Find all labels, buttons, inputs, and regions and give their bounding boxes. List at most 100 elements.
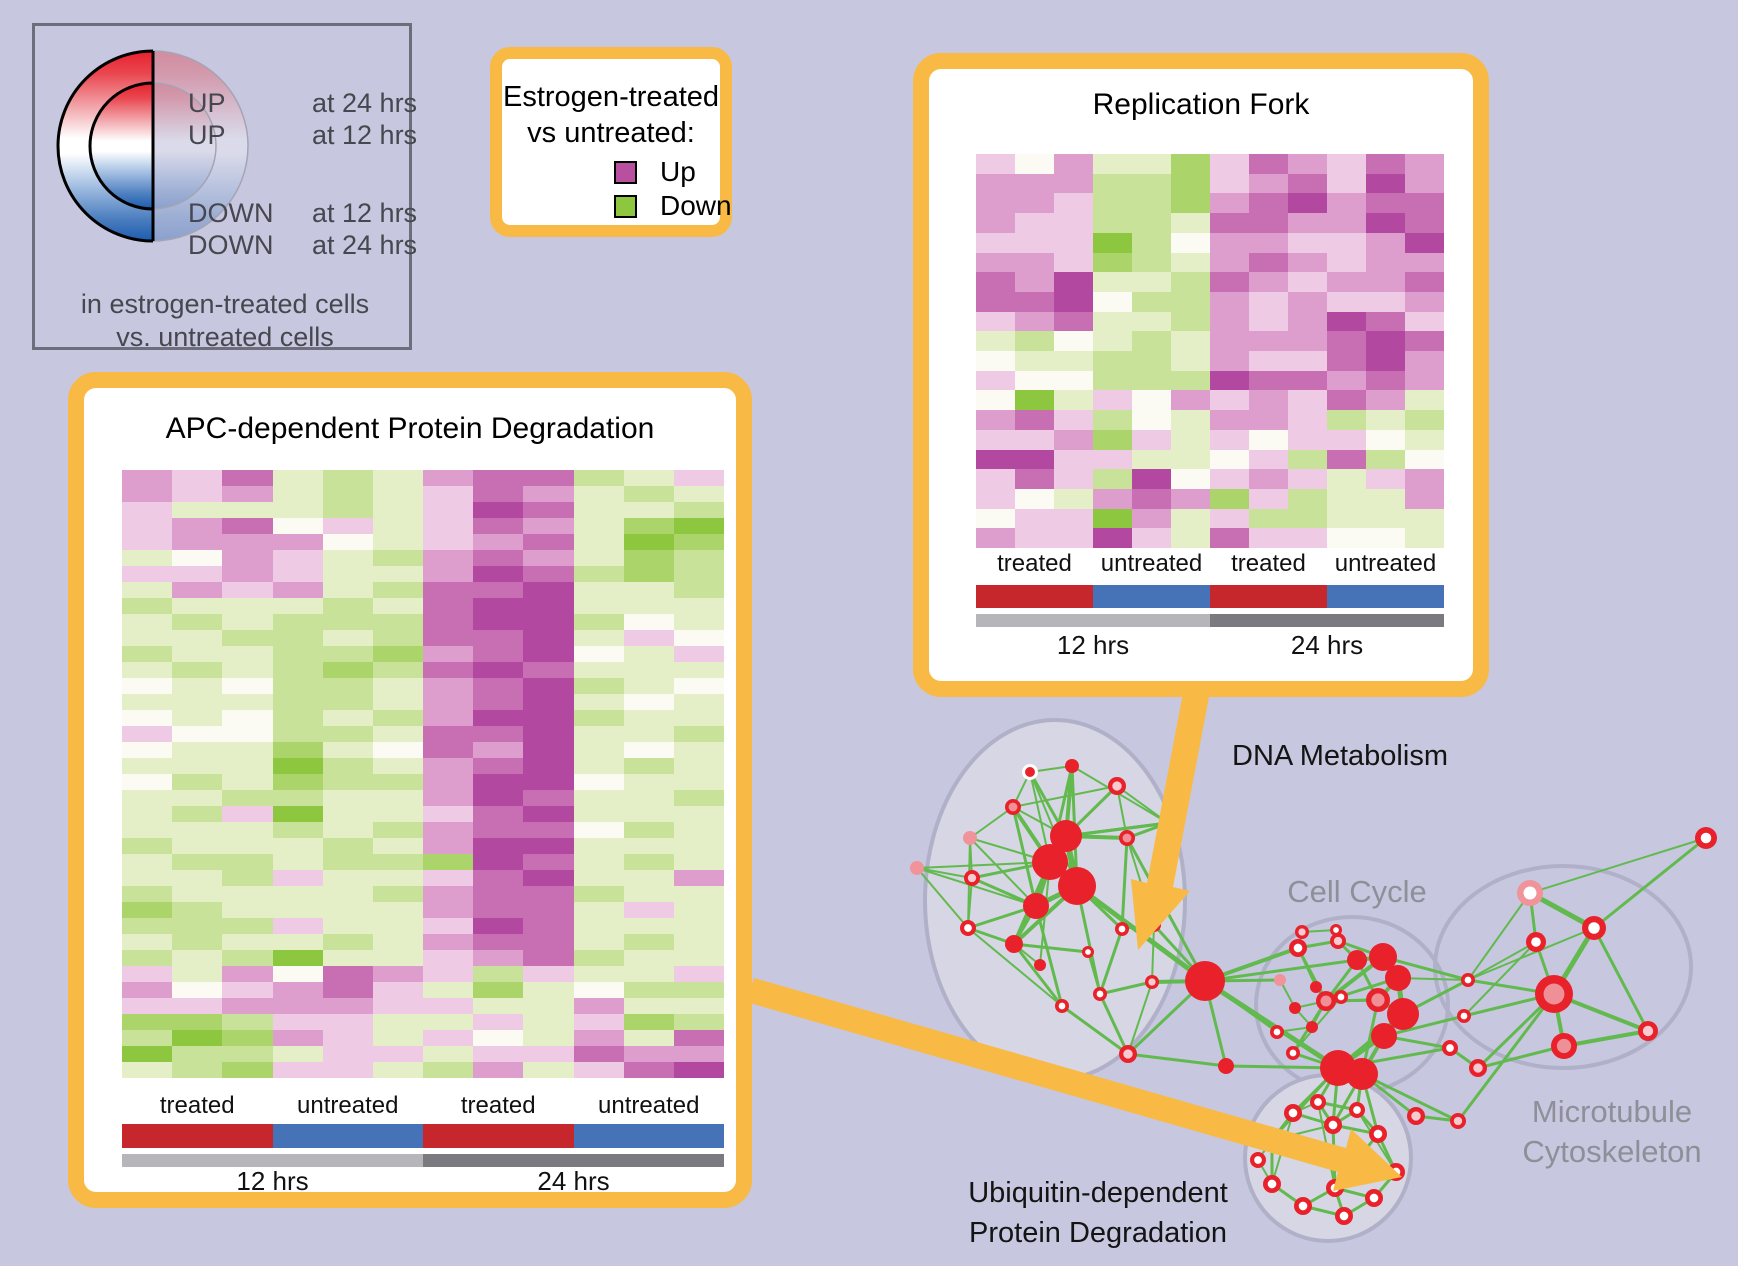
heatmap-cell xyxy=(1366,508,1405,529)
heatmap-cell xyxy=(1210,252,1249,273)
heatmap-cell xyxy=(272,1014,323,1030)
heatmap-cell xyxy=(1054,449,1093,470)
time-label-24hrs-apc: 24 hrs xyxy=(537,1166,610,1196)
heatmap-cell xyxy=(1093,213,1132,233)
heatmap-cell xyxy=(222,902,273,918)
heatmap-cell xyxy=(1327,154,1366,174)
heatmap-cell xyxy=(1093,291,1132,312)
heatmap-cell xyxy=(1288,390,1327,411)
network-node xyxy=(1286,1046,1300,1060)
heatmap-cell xyxy=(1405,173,1444,194)
network-edge xyxy=(1034,905,1064,1007)
network-edge xyxy=(1292,1101,1319,1114)
network-edge xyxy=(1257,1139,1273,1161)
heatmap-cell xyxy=(122,710,173,726)
heatmap-cell xyxy=(1249,154,1288,174)
network-edge xyxy=(1204,958,1358,983)
network-edge xyxy=(1012,943,1064,1007)
heatmap-cell xyxy=(1015,272,1054,292)
bottom-margin xyxy=(0,1266,1750,1279)
heatmap-cell xyxy=(473,582,524,598)
heatmap-cell xyxy=(473,838,524,854)
network-edge xyxy=(1336,1012,1405,1070)
heatmap-cell xyxy=(222,854,273,870)
heatmap-cell xyxy=(322,678,373,694)
heatmap-cell xyxy=(423,582,474,598)
heatmap-cell xyxy=(473,726,524,742)
heatmap-cell xyxy=(673,470,724,486)
network-node-core xyxy=(1320,995,1332,1007)
network-edge xyxy=(1151,924,1155,983)
heatmap-cell xyxy=(1210,410,1249,430)
heatmap-cell xyxy=(1054,252,1093,273)
heatmap-cell xyxy=(222,822,273,838)
network-node-core xyxy=(1411,1111,1421,1121)
network-node xyxy=(1450,1113,1466,1129)
network-node-core xyxy=(1556,1038,1572,1054)
heatmap-cell xyxy=(1132,232,1171,253)
heatmap-cell xyxy=(1210,429,1249,450)
heatmap-cell xyxy=(473,470,524,486)
heatmap-cell xyxy=(623,518,674,534)
network-edge xyxy=(916,867,1037,907)
heatmap-cell xyxy=(122,470,173,486)
heatmap-cell xyxy=(623,1062,674,1078)
heatmap-cell xyxy=(423,982,474,998)
network-node xyxy=(1082,946,1094,958)
heatmap-cell xyxy=(1210,508,1249,529)
heatmap-cell xyxy=(172,598,223,614)
network-edge xyxy=(1467,892,1531,981)
heatmap-cell xyxy=(1249,370,1288,391)
heatmap-cell xyxy=(623,486,674,502)
network-node xyxy=(1326,1179,1344,1197)
heatmap-cell xyxy=(1288,410,1327,430)
network-edge xyxy=(1324,955,1385,1003)
heatmap-cell xyxy=(1249,291,1288,312)
heatmap-cell xyxy=(1327,469,1366,489)
heatmap-cell xyxy=(222,486,273,502)
heatmap-cell xyxy=(423,534,474,550)
heatmap-cell xyxy=(1171,429,1210,450)
heatmap-cell xyxy=(473,742,524,758)
heatmap-cell xyxy=(573,486,624,502)
heatmap-cell xyxy=(523,710,574,726)
heatmap-cell xyxy=(423,742,474,758)
heatmap-cell xyxy=(1288,213,1327,233)
heatmap-cell xyxy=(1327,351,1366,371)
heatmap-cell xyxy=(473,1030,524,1046)
heatmap-cell xyxy=(423,758,474,774)
network-edge xyxy=(1397,977,1469,981)
heatmap-cell xyxy=(272,774,323,790)
heatmap-cell xyxy=(272,518,323,534)
heatmap-cell xyxy=(222,710,273,726)
network-edge xyxy=(1382,1012,1405,1038)
network-edge xyxy=(1355,1109,1380,1135)
heatmap-cell xyxy=(573,950,624,966)
cluster-ellipse-dna-metabolism xyxy=(923,718,1187,1082)
heatmap-cell xyxy=(473,662,524,678)
heatmap-cell xyxy=(172,662,223,678)
network-edge xyxy=(1467,978,1555,996)
heatmap-cell xyxy=(372,710,423,726)
heatmap-cell xyxy=(222,470,273,486)
network-node xyxy=(1119,830,1135,846)
heatmap-cell xyxy=(272,806,323,822)
legend-caption-line2: vs. untreated cells xyxy=(116,322,334,352)
heatmap-cell xyxy=(1249,252,1288,273)
heatmap-cell xyxy=(523,518,574,534)
heatmap-cell xyxy=(272,950,323,966)
network-node-core xyxy=(1025,767,1035,777)
heatmap-cell xyxy=(623,998,674,1014)
heatmap-cell xyxy=(122,678,173,694)
heatmap-cell xyxy=(423,502,474,518)
network-node xyxy=(1310,1094,1326,1110)
heatmap-cell xyxy=(1171,311,1210,332)
network-edge xyxy=(1302,1204,1345,1218)
network-edge xyxy=(967,877,973,929)
heatmap-cell xyxy=(322,1046,373,1062)
heatmap-cell xyxy=(573,1062,624,1078)
heatmap-cell xyxy=(272,822,323,838)
network-edge xyxy=(1292,996,1342,1054)
heatmap-cell xyxy=(523,582,574,598)
heatmap-cell xyxy=(1405,213,1444,233)
